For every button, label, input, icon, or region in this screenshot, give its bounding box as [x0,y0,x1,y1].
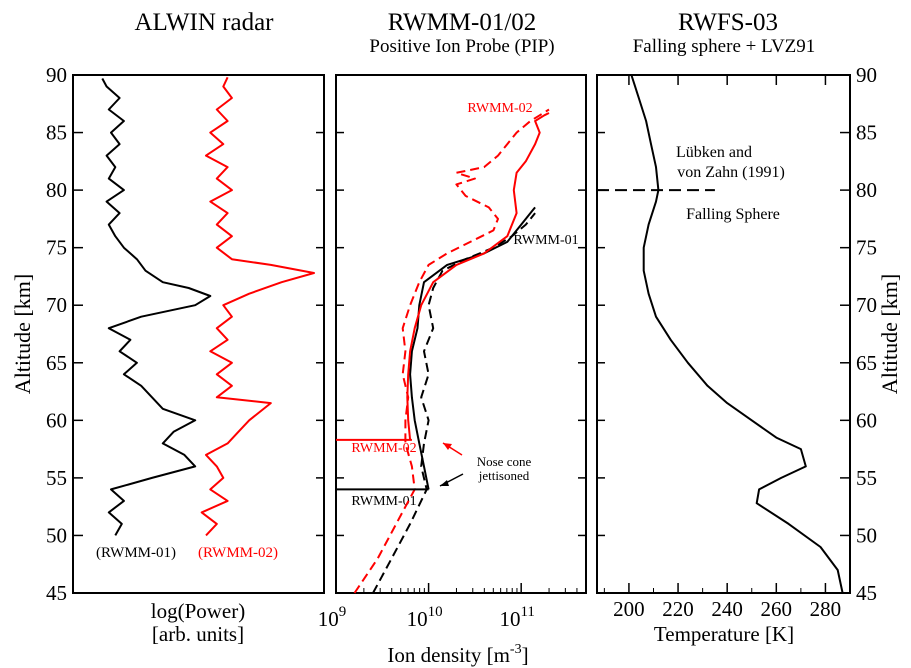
panel1-ytick-label: 80 [46,178,67,202]
panel2-series-line-2 [406,112,550,440]
plot-layer: 45 45 50 50 55 55 60 60 65 65 70 70 75 75 80 80 85 85 90 90… [46,63,877,631]
panel3-ytick-label: 90 [856,63,877,87]
panel1-series-line-1 [200,76,315,537]
panel2-series-line-1 [372,212,536,594]
nose-cone-arrowhead-black [440,480,449,486]
panel1-title: ALWIN radar [134,9,274,36]
panel3-xtick-label: 220 [662,597,694,621]
panel1-series-line-0 [101,78,212,536]
legend-rwmm02: (RWMM-02) [198,545,278,561]
panel3-ytick-label: 55 [856,466,877,490]
label-jettisoned: jettisoned [478,468,530,483]
panel1-ylabel: Altitude [km] [10,274,35,394]
panel3-ylabel: Altitude [km] [877,274,902,394]
panel3-ytick-label: 85 [856,121,877,145]
panel3-xlabel: Temperature [K] [654,622,794,646]
panel2-series-line-3 [353,108,550,594]
panel1-xlabel-units: [arb. units] [152,622,244,646]
panel1-ytick-label: 75 [46,236,67,260]
panel1-frame [72,74,325,594]
panel1-xlabel: log(Power) [151,599,245,623]
panel3-ytick-label: 45 [856,581,877,605]
panel2-xtick-label: 1010 [407,604,443,631]
panel2-frame [335,74,587,594]
label-rwmm01-right: RWMM-01 [513,233,578,248]
panel2-xtick-label: 1011 [499,604,534,631]
panel1-ytick-label: 70 [46,293,67,317]
panel1-ytick-label: 45 [46,581,67,605]
panel3-ytick-label: 75 [856,236,877,260]
label-falling-sphere: Falling Sphere [686,206,780,223]
nose-cone-arrowhead-red [443,443,452,450]
label-nose-cone: Nose cone [477,454,532,469]
panel3-series-line-0 [630,74,844,594]
label-rwmm02-top: RWMM-02 [467,101,532,116]
panel3-ytick-label: 60 [856,408,877,432]
panel1-ytick-label: 60 [46,408,67,432]
panel2-xtick-label: 109 [318,604,347,631]
panel1-ytick-label: 65 [46,351,67,375]
panel2-series-line-0 [409,206,536,490]
label-rwmm01-left: RWMM-01 [351,494,416,509]
panel3-frame [596,74,851,594]
panel1-ytick-label: 50 [46,523,67,547]
panel1-ytick-label: 55 [46,466,67,490]
panel3-ytick-label: 80 [856,178,877,202]
panel3-xtick-label: 280 [810,597,842,621]
legend-rwmm01: (RWMM-01) [96,545,176,561]
panel3-title: RWFS-03 [678,9,778,36]
panel3-xtick-label: 240 [711,597,743,621]
panel3-ytick-label: 50 [856,523,877,547]
panel2-subtitle: Positive Ion Probe (PIP) [369,36,554,57]
label-lubken: Lübken and [676,144,752,161]
panel3-xtick-label: 200 [613,597,645,621]
panel2-title: RWMM-01/02 [388,9,537,36]
panel3-ytick-label: 65 [856,351,877,375]
panel3-ytick-label: 70 [856,293,877,317]
panel3-subtitle: Falling sphere + LVZ91 [633,36,816,57]
panel1-ytick-label: 90 [46,63,67,87]
panel3-xtick-label: 260 [761,597,793,621]
label-vonzahn: von Zahn (1991) [677,164,785,181]
label-rwmm02-left: RWMM-02 [351,441,416,456]
panel2-xlabel: Ion density [m-3] [387,642,528,667]
panel1-ytick-label: 85 [46,121,67,145]
